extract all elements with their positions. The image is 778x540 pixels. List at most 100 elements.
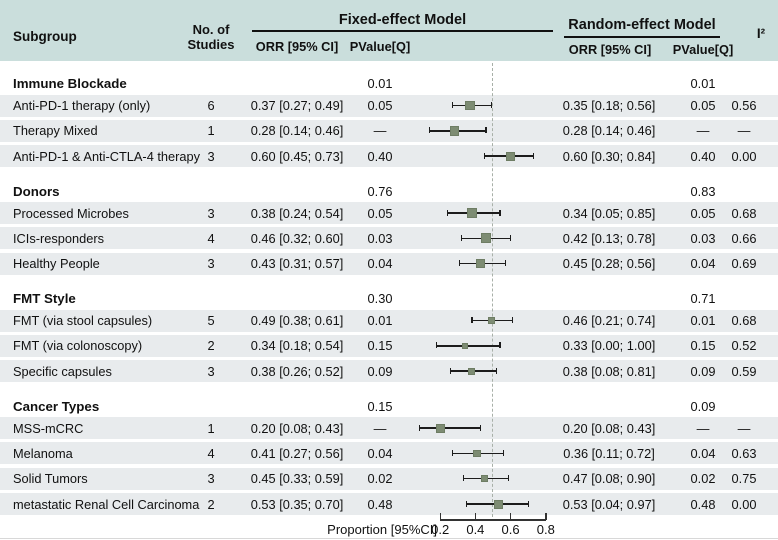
random-orr-value: 0.45 [0.28; 0.56] (562, 256, 656, 272)
point-estimate-marker (487, 317, 495, 325)
fixed-orr-value: 0.38 [0.26; 0.52] (250, 363, 344, 379)
random-pvalue-value: 0.71 (690, 291, 716, 307)
col-header-random-orr: ORR [95% CI] (568, 42, 652, 57)
forest-plot-cell (405, 227, 581, 249)
i-squared-value: 0.56 (731, 98, 757, 114)
i-squared-value: 0.52 (731, 338, 757, 354)
random-orr-value: 0.33 [0.00; 1.00] (562, 338, 656, 354)
section-label: FMT Style (13, 291, 76, 307)
ci-cap-left (446, 209, 448, 216)
ci-cap-right (511, 317, 514, 324)
col-header-no-of-line1: No. of (192, 22, 230, 37)
col-header-no-of-studies: No. of Studies (183, 22, 239, 52)
ci-cap-right (499, 342, 501, 349)
study-row: Melanoma 4 0.41 [0.27; 0.56] 0.04 0.36 [0.11… (0, 442, 778, 465)
fixed-orr-value: 0.34 [0.18; 0.54] (250, 338, 344, 354)
ci-cap-left (418, 424, 420, 431)
fixed-pvalue-value: 0.03 (367, 230, 393, 246)
i-squared-value: 0.00 (731, 148, 757, 164)
study-row: FMT (via colonoscopy) 2 0.34 [0.18; 0.54] 0… (0, 334, 778, 357)
fixed-pvalue-value: 0.04 (367, 256, 393, 272)
fixed-pvalue-value: 0.01 (367, 76, 393, 92)
fixed-pvalue-value: 0.05 (367, 205, 393, 221)
fixed-orr-value: 0.60 [0.45; 0.73] (250, 148, 344, 164)
study-row: Anti-PD-1 & Anti-CTLA-4 therapy 3 0.60 [0.… (0, 145, 778, 168)
random-pvalue-value: 0.05 (690, 98, 716, 114)
section-row: Cancer Types 0.15 0.09 (0, 386, 778, 418)
fixed-pvalue-value: 0.01 (367, 313, 393, 329)
fixed-pvalue-value: 0.30 (367, 291, 393, 307)
random-orr-value: 0.38 [0.08; 0.81] (562, 363, 656, 379)
fixed-orr-value: 0.53 [0.35; 0.70] (250, 496, 344, 512)
ci-cap-right (480, 424, 482, 431)
random-orr-value: 0.47 [0.08; 0.90] (562, 471, 656, 487)
random-orr-value: 0.53 [0.04; 0.97] (562, 496, 656, 512)
forest-plot-cell (405, 468, 581, 490)
study-row: metastatic Renal Cell Carcinoma 2 0.53 [0.… (0, 493, 778, 515)
x-axis-tick (545, 513, 547, 520)
no-of-studies-value: 4 (207, 445, 215, 461)
random-pvalue-value: 0.09 (690, 363, 716, 379)
forest-plot-cell (405, 442, 581, 464)
section-label: Donors (13, 183, 60, 199)
table-header: Subgroup No. of Studies Fixed-effect Mod… (0, 0, 778, 61)
random-pvalue-value: 0.05 (690, 205, 716, 221)
ci-cap-left (450, 367, 452, 374)
forest-plot-cell (405, 120, 581, 142)
fixed-pvalue-value: 0.15 (367, 338, 393, 354)
random-pvalue-value: 0.48 (690, 496, 716, 512)
ci-cap-left (462, 475, 464, 482)
i-squared-value: 0.69 (731, 256, 757, 272)
random-pvalue-value: — (696, 123, 710, 139)
ci-cap-right (499, 209, 501, 216)
x-axis-tick-label: 0.2 (431, 522, 450, 537)
study-row: Processed Microbes 3 0.38 [0.24; 0.54] 0.05… (0, 202, 778, 225)
col-header-i-squared: I² (756, 26, 766, 41)
subgroup-label: Processed Microbes (13, 205, 129, 221)
random-orr-value: 0.20 [0.08; 0.43] (562, 420, 656, 436)
reference-dashed-line (492, 63, 494, 517)
x-axis-label: Proportion [95%CI] (327, 522, 437, 537)
point-estimate-marker (461, 342, 468, 350)
random-orr-value: 0.42 [0.13; 0.78] (562, 230, 656, 246)
ci-cap-left (459, 260, 461, 267)
no-of-studies-value: 1 (207, 420, 215, 436)
no-of-studies-value: 3 (207, 148, 215, 164)
ci-cap-right (495, 367, 498, 374)
fixed-pvalue-value: 0.02 (367, 471, 393, 487)
point-estimate-marker (506, 151, 516, 161)
forest-plot-cell (405, 310, 581, 332)
col-header-no-of-line2: Studies (187, 36, 235, 52)
random-orr-value: 0.36 [0.11; 0.72] (563, 445, 655, 461)
i-squared-value: 0.59 (731, 363, 757, 379)
no-of-studies-value: 2 (207, 338, 215, 354)
x-axis-tick (439, 513, 441, 520)
i-squared-value: — (737, 123, 751, 139)
forest-plot-cell (405, 360, 581, 382)
study-row: Therapy Mixed 1 0.28 [0.14; 0.46] — 0.28 [0.… (0, 119, 778, 142)
subgroup-label: FMT (via colonoscopy) (13, 338, 143, 354)
random-effect-model-title: Random-effect Model (568, 17, 716, 33)
fixed-orr-value: 0.28 [0.14; 0.46] (250, 123, 344, 139)
subgroup-label: metastatic Renal Cell Carcinoma (13, 496, 200, 512)
x-axis-tick (509, 513, 512, 520)
no-of-studies-value: 3 (207, 256, 215, 272)
no-of-studies-value: 1 (207, 123, 215, 139)
ci-cap-right (504, 260, 506, 267)
study-row: ICIs-responders 4 0.46 [0.32; 0.60] 0.03 0.4… (0, 227, 778, 250)
random-pvalue-value: — (696, 420, 710, 436)
point-estimate-marker (465, 100, 475, 111)
section-label: Cancer Types (13, 398, 100, 414)
fixed-pvalue-value: 0.40 (367, 148, 393, 164)
ci-cap-right (510, 234, 512, 241)
no-of-studies-value: 5 (207, 313, 215, 329)
x-axis-tick-label: 0.4 (466, 522, 485, 537)
forest-plot-cell (405, 145, 581, 167)
study-row: Anti-PD-1 therapy (only) 6 0.37 [0.27; 0.4… (0, 94, 778, 117)
subgroup-label: ICIs-responders (13, 230, 105, 246)
fixed-effect-model-title: Fixed-effect Model (338, 12, 467, 28)
section-row: Immune Blockade 0.01 0.01 (0, 63, 778, 95)
subgroup-label: Specific capsules (13, 363, 112, 379)
col-header-random-pvalue: PValue[Q] (672, 42, 734, 57)
